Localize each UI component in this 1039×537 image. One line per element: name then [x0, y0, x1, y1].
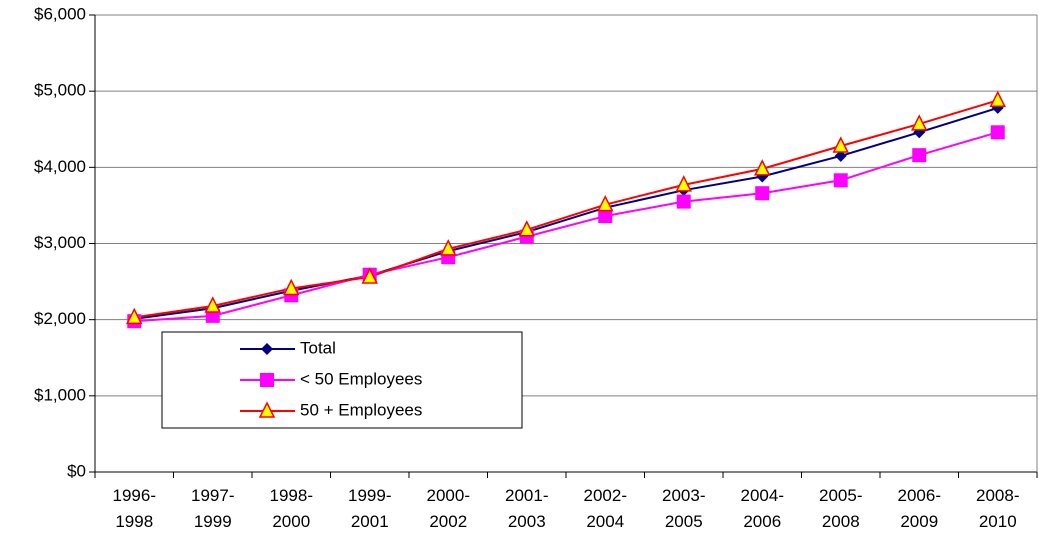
x-tick-label: 1998-2000 [270, 486, 313, 531]
legend-marker [260, 373, 274, 387]
point [912, 148, 927, 163]
point [518, 220, 535, 237]
y-tick-label: $5,000 [34, 81, 86, 100]
x-tick-label: 2001-2003 [505, 486, 548, 531]
y-tick-label: $2,000 [34, 309, 86, 328]
x-tick-label: 2002-2004 [584, 486, 627, 531]
legend-label: < 50 Employees [300, 369, 422, 388]
y-tick-label: $3,000 [34, 233, 86, 252]
point [833, 173, 848, 188]
legend-marker [261, 343, 273, 355]
legend-label: Total [300, 338, 336, 357]
point [754, 159, 771, 176]
point [598, 209, 613, 224]
series-line [134, 99, 999, 319]
point [989, 90, 1006, 108]
point [675, 175, 692, 192]
point [597, 194, 614, 212]
x-tick-label: 1999-2001 [348, 486, 391, 531]
series-line [134, 106, 999, 320]
x-tick-label: 2000-2002 [427, 486, 470, 531]
x-tick-label: 2008-2010 [976, 486, 1019, 531]
point [126, 307, 143, 325]
y-tick-label: $1,000 [34, 385, 86, 404]
x-tick-label: 2005-2008 [819, 486, 862, 531]
point [834, 149, 847, 162]
x-tick-label: 1996-1998 [113, 486, 156, 531]
point [990, 125, 1005, 140]
series-line [134, 131, 999, 323]
y-tick-label: $0 [67, 461, 86, 480]
point [755, 186, 770, 201]
point [676, 194, 691, 209]
x-tick-label: 2004-2006 [741, 486, 784, 531]
x-tick-label: 2006-2009 [898, 486, 941, 531]
y-tick-label: $6,000 [34, 4, 86, 23]
point [283, 278, 300, 296]
x-tick-label: 1997-1999 [191, 486, 234, 531]
x-tick-label: 2003-2005 [662, 486, 705, 531]
point [361, 267, 378, 284]
point [204, 296, 221, 313]
point [913, 126, 926, 139]
legend [161, 331, 523, 429]
point [440, 239, 457, 256]
legend-marker [258, 401, 276, 418]
legend-label: 50 + Employees [300, 400, 422, 419]
point [832, 136, 849, 153]
point [911, 114, 928, 131]
y-tick-label: $4,000 [34, 157, 86, 176]
